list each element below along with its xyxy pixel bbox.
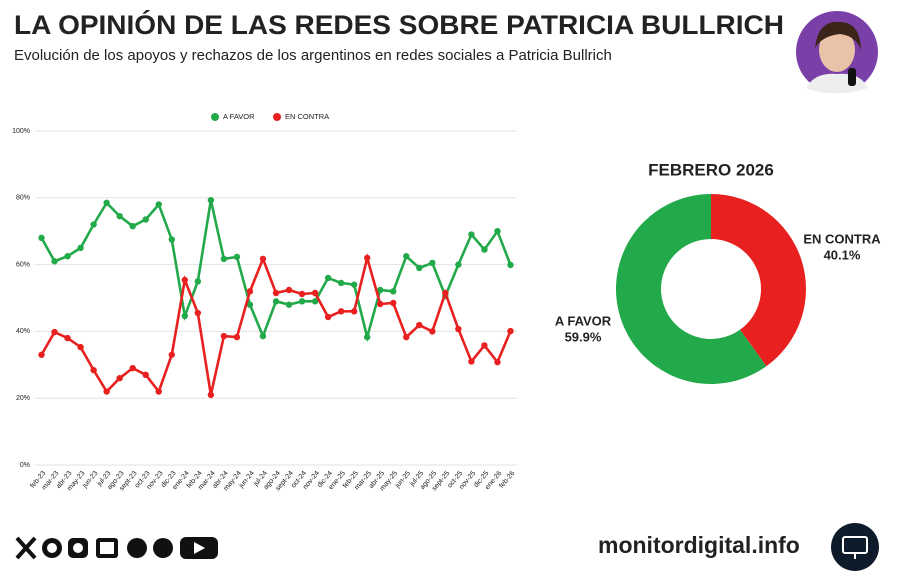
point [468, 231, 475, 238]
donut-slice [711, 194, 807, 367]
point [51, 258, 58, 265]
point [494, 358, 501, 366]
point [298, 290, 306, 298]
point [155, 388, 162, 395]
legend-label: A FAVOR [223, 112, 255, 121]
legend-marker [211, 113, 219, 121]
y-tick-label: 20% [16, 395, 30, 402]
legend-label: EN CONTRA [285, 112, 329, 121]
point [337, 308, 345, 315]
point [507, 261, 514, 269]
point [233, 333, 241, 341]
point [90, 366, 97, 374]
point [390, 288, 397, 295]
point [481, 246, 488, 253]
point [416, 264, 423, 272]
point [442, 289, 449, 297]
point [246, 301, 254, 308]
point [220, 255, 228, 263]
point [220, 332, 228, 340]
slice-value: 40.1% [824, 247, 861, 262]
point [116, 374, 123, 382]
point [64, 334, 71, 342]
point [103, 199, 110, 207]
point [246, 288, 254, 295]
donut-title: FEBRERO 2026 [648, 160, 774, 179]
point [468, 358, 475, 365]
point [207, 196, 215, 204]
footer-site: monitordigital.info [598, 532, 800, 558]
point [51, 328, 58, 336]
point [403, 333, 410, 341]
point [129, 364, 136, 372]
point [207, 391, 215, 399]
point [324, 313, 332, 321]
point [194, 278, 202, 285]
point [416, 321, 423, 329]
series-line [40, 199, 512, 343]
point [38, 234, 45, 242]
point [142, 371, 149, 379]
point [337, 279, 345, 287]
point [429, 259, 436, 267]
point [142, 216, 149, 223]
point [77, 244, 84, 252]
social-icons [15, 536, 218, 560]
point [390, 299, 397, 307]
point [455, 261, 462, 268]
point [64, 253, 71, 260]
point [90, 221, 97, 228]
point [481, 342, 488, 349]
y-tick-label: 40% [16, 328, 30, 335]
point [233, 253, 241, 261]
y-tick-label: 0% [20, 462, 30, 469]
point [350, 308, 358, 315]
point [363, 333, 371, 341]
slice-value: 59.9% [565, 329, 602, 344]
point [285, 286, 293, 294]
page-title: LA OPINIÓN DE LAS REDES SOBRE PATRICIA B… [14, 9, 784, 40]
point [259, 332, 267, 340]
point [455, 325, 462, 333]
series-line [40, 252, 512, 396]
point [377, 286, 384, 294]
y-tick-label: 80% [16, 195, 30, 202]
point [311, 289, 319, 297]
slice-label: EN CONTRA [803, 231, 881, 246]
point [259, 255, 267, 263]
y-tick-label: 100% [12, 128, 30, 135]
point [285, 301, 293, 308]
point [103, 388, 110, 395]
point [363, 254, 371, 262]
point [429, 328, 436, 335]
point [129, 222, 136, 230]
point [38, 351, 45, 358]
point [181, 312, 189, 320]
point [403, 253, 410, 260]
point [168, 236, 175, 243]
slice-label: A FAVOR [555, 313, 612, 328]
y-tick-label: 60% [16, 261, 30, 268]
point [181, 276, 189, 284]
point [311, 298, 319, 305]
point [324, 274, 332, 282]
point [168, 351, 175, 358]
point [350, 281, 358, 288]
donut-slice [616, 194, 767, 385]
point [155, 201, 162, 208]
point [77, 343, 84, 351]
page-subtitle: Evolución de los apoyos y rechazos de lo… [14, 47, 612, 64]
point [507, 327, 514, 335]
point [377, 300, 384, 308]
point [194, 309, 202, 317]
point [272, 298, 280, 305]
legend-marker [273, 113, 281, 121]
point [272, 289, 280, 297]
point [298, 298, 306, 305]
point [494, 228, 501, 235]
site-icon [831, 523, 879, 571]
portrait [796, 11, 878, 94]
point [116, 212, 123, 220]
